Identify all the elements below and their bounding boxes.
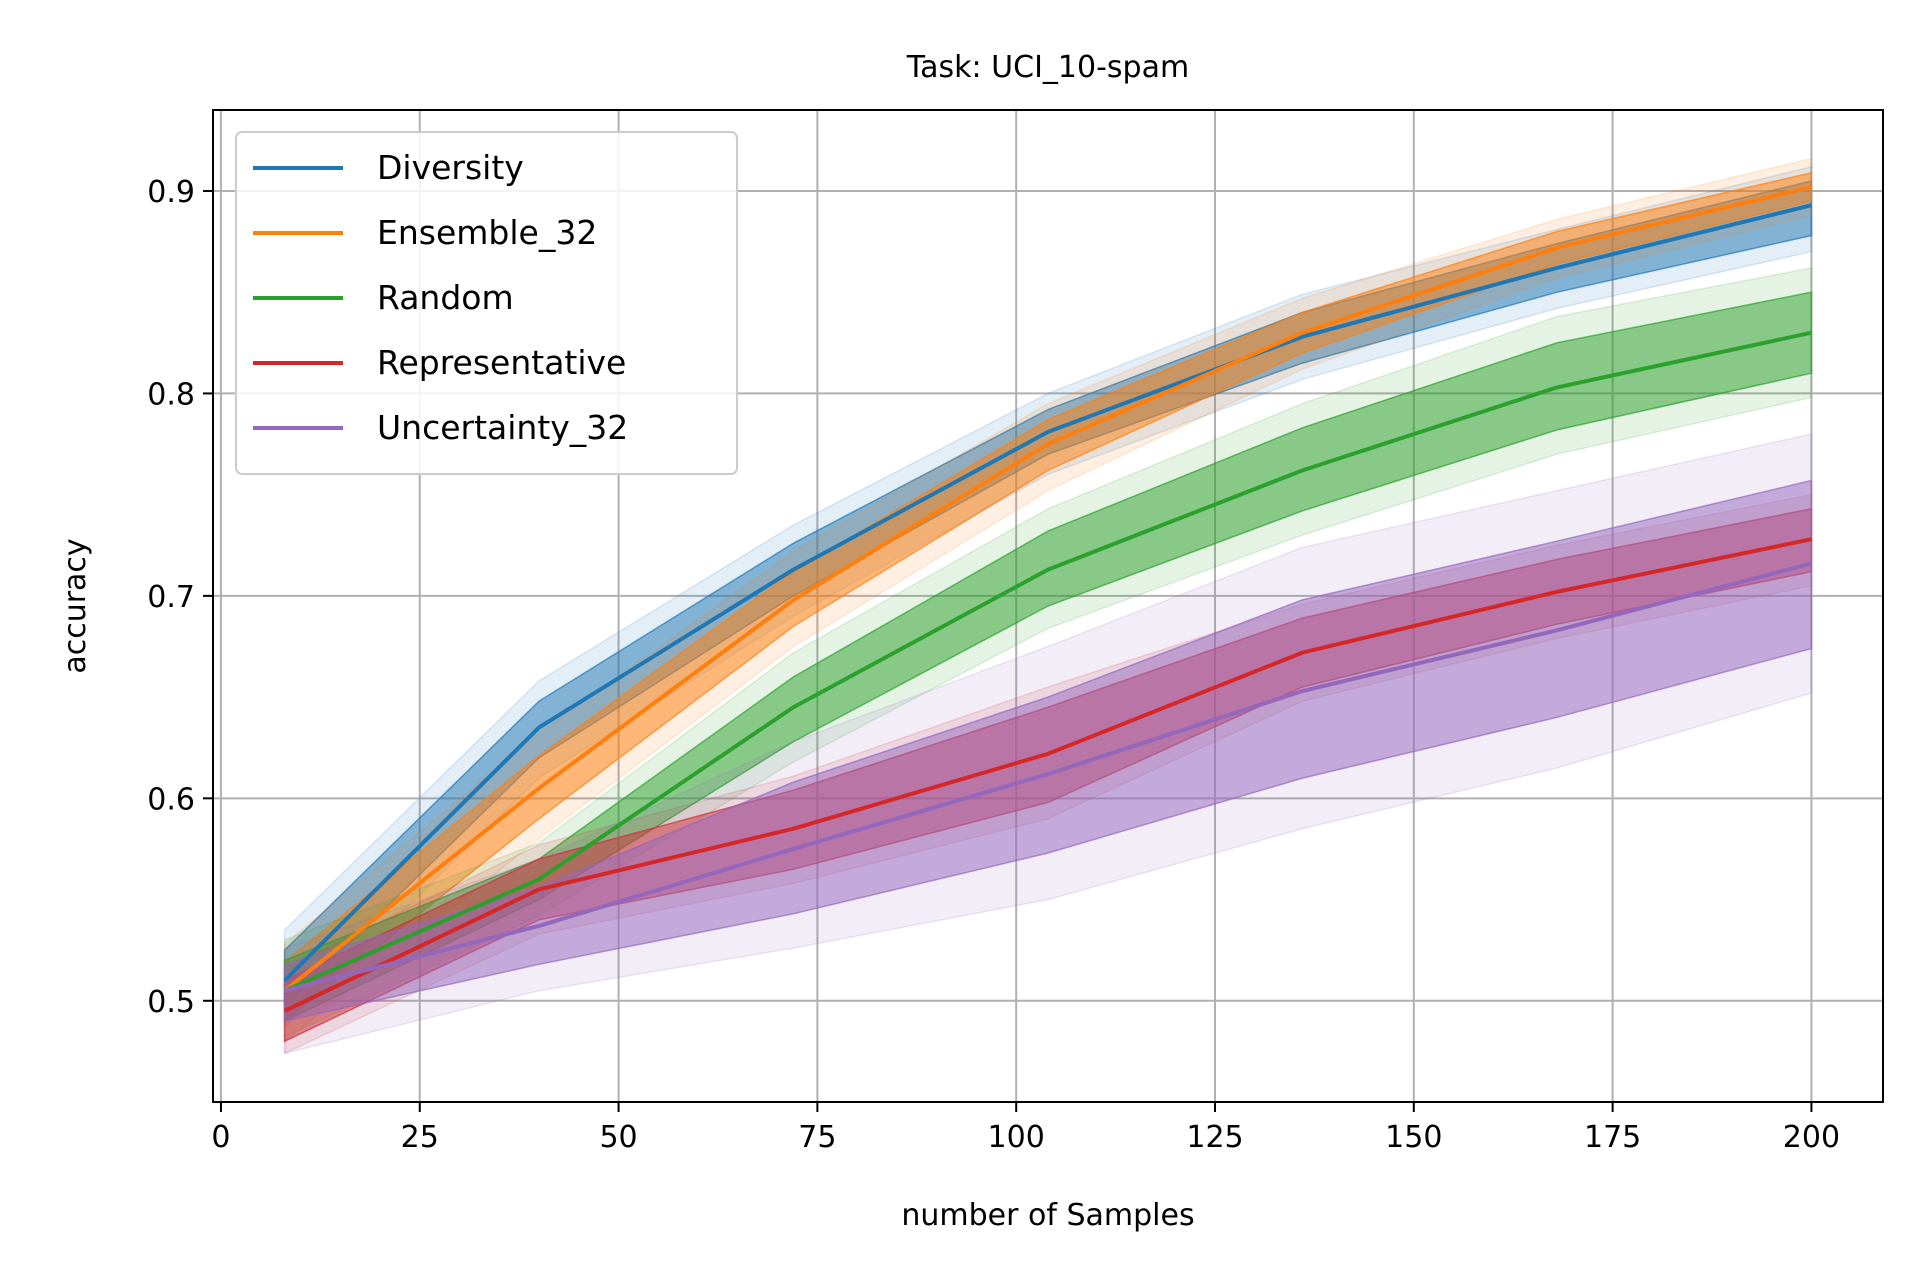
legend-label-uncertainty-32: Uncertainty_32 bbox=[377, 408, 628, 447]
x-tick-label: 100 bbox=[988, 1120, 1045, 1155]
y-tick-label: 0.6 bbox=[147, 782, 195, 817]
x-tick-label: 175 bbox=[1584, 1120, 1641, 1155]
series-line-diversity bbox=[283, 203, 1812, 982]
series-line-uncertainty-32 bbox=[284, 561, 1812, 993]
series-line-ensemble-32 bbox=[283, 184, 1812, 993]
legend-label-random: Random bbox=[377, 278, 514, 317]
plot-frame bbox=[212, 109, 1884, 1103]
series-lines bbox=[283, 184, 1812, 1013]
y-axis-label: accuracy bbox=[58, 538, 93, 673]
x-axis-label: number of Samples bbox=[901, 1198, 1194, 1233]
y-tick-label: 0.7 bbox=[147, 580, 195, 615]
x-tick-label: 150 bbox=[1385, 1120, 1442, 1155]
x-tick-label: 0 bbox=[211, 1120, 230, 1155]
x-tick-label: 75 bbox=[798, 1120, 836, 1155]
series-line-random bbox=[283, 330, 1812, 993]
y-tick-label: 0.8 bbox=[147, 377, 195, 412]
legend-label-diversity: Diversity bbox=[377, 148, 524, 187]
legend-box bbox=[235, 131, 738, 475]
y-axis-ticks: 0.5 0.6 0.7 0.8 0.9 bbox=[147, 175, 213, 1020]
x-tick-label: 200 bbox=[1783, 1120, 1840, 1155]
legend-label-ensemble-32: Ensemble_32 bbox=[377, 213, 597, 252]
y-tick-label: 0.9 bbox=[147, 175, 195, 210]
series-line-representative bbox=[283, 537, 1812, 1013]
x-tick-label: 25 bbox=[401, 1120, 439, 1155]
inner-band-ensemble-32 bbox=[283, 171, 1813, 1023]
x-tick-label: 50 bbox=[599, 1120, 637, 1155]
y-tick-label: 0.5 bbox=[147, 985, 195, 1020]
legend-label-representative: Representative bbox=[377, 343, 626, 382]
outer-band-ensemble-32 bbox=[283, 157, 1813, 1043]
chart-title: Task: UCI_10-spam bbox=[906, 50, 1189, 85]
legend: Diversity Ensemble_32 Random Representative… bbox=[235, 131, 738, 475]
x-tick-label: 125 bbox=[1186, 1120, 1243, 1155]
x-axis-ticks: 0 25 50 75 100 125 150 175 200 bbox=[211, 1102, 1840, 1155]
